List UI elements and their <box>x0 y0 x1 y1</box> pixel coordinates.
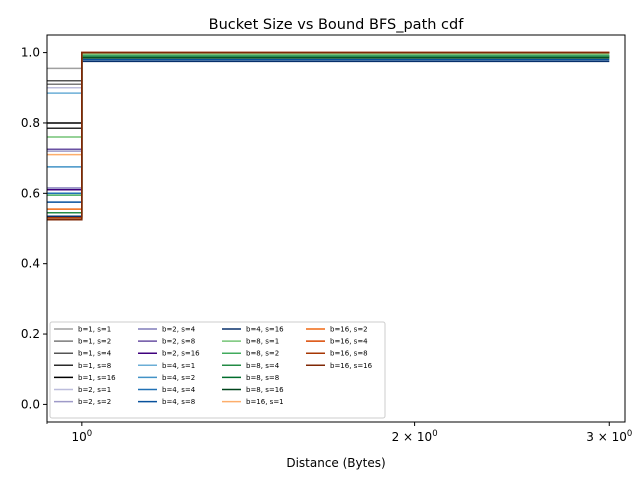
legend-label: b=4, s=1 <box>162 362 195 370</box>
legend-label: b=1, s=16 <box>78 374 116 382</box>
legend-label: b=4, s=2 <box>162 374 195 382</box>
x-axis: 100 2 × 100 3 × 100 <box>46 422 632 444</box>
legend-label: b=16, s=16 <box>330 362 373 370</box>
legend-label: b=1, s=4 <box>78 350 112 358</box>
legend: b=1, s=1 b=1, s=2 b=1, s=4 b=1, s=8 b=1, s=1… <box>49 321 386 419</box>
legend-label: b=1, s=1 <box>78 326 111 334</box>
x-tick-label: 3 × 100 <box>586 429 632 444</box>
legend-label: b=16, s=8 <box>330 350 368 358</box>
legend-label: b=2, s=1 <box>78 386 111 394</box>
y-tick-label: 0.8 <box>21 116 40 130</box>
legend-label: b=2, s=4 <box>162 326 196 334</box>
legend-label: b=16, s=2 <box>330 326 368 334</box>
y-tick-label: 0.0 <box>21 397 40 411</box>
legend-label: b=4, s=8 <box>162 398 195 406</box>
legend-label: b=16, s=1 <box>246 398 284 406</box>
legend-label: b=2, s=8 <box>162 338 195 346</box>
y-tick-label: 0.2 <box>21 327 40 341</box>
y-tick-label: 1.0 <box>21 46 40 60</box>
series-line-24 <box>47 51 610 221</box>
legend-label: b=8, s=2 <box>246 350 279 358</box>
legend-box <box>49 321 386 419</box>
legend-label: b=1, s=2 <box>78 338 111 346</box>
plot-frame <box>46 34 626 423</box>
legend-label: b=8, s=16 <box>246 386 284 394</box>
legend-label: b=1, s=8 <box>78 362 111 370</box>
x-tick-label: 2 × 100 <box>392 429 438 444</box>
legend-label: b=8, s=4 <box>246 362 280 370</box>
x-axis-label: Distance (Bytes) <box>286 456 385 470</box>
legend-label: b=8, s=1 <box>246 338 279 346</box>
y-tick-label: 0.4 <box>21 257 40 271</box>
legend-label: b=4, s=16 <box>246 326 284 334</box>
legend-label: b=2, s=16 <box>162 350 200 358</box>
legend-label: b=2, s=2 <box>78 398 111 406</box>
series-lines <box>47 51 610 221</box>
legend-label: b=8, s=8 <box>246 374 279 382</box>
chart-title: Bucket Size vs Bound BFS_path cdf <box>209 17 465 33</box>
x-tick-label: 100 <box>71 429 92 444</box>
legend-label: b=16, s=4 <box>330 338 368 346</box>
legend-label: b=4, s=4 <box>162 386 196 394</box>
y-tick-label: 0.6 <box>21 186 40 200</box>
y-axis: 0.0 0.2 0.4 0.6 0.8 1.0 <box>21 46 47 411</box>
